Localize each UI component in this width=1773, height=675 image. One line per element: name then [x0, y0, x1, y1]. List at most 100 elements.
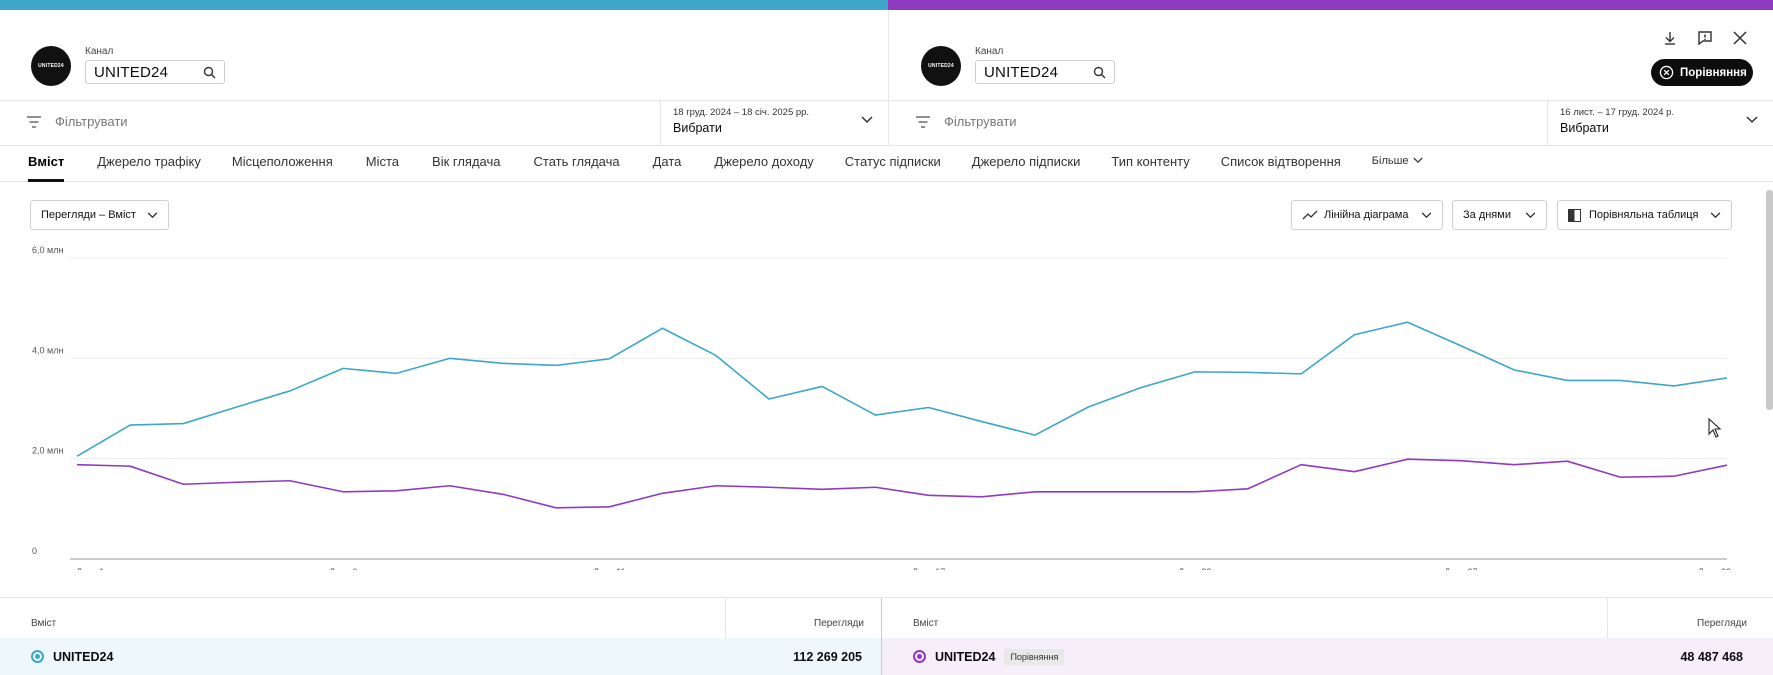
chevron-down-icon: [861, 116, 873, 124]
period-color-bar: [0, 0, 1773, 10]
x-tick-label: День 22: [1178, 567, 1211, 570]
tab-content[interactable]: Вміст: [28, 145, 65, 182]
chevron-down-icon: [1525, 211, 1536, 218]
left-col-header: Вміст: [31, 618, 57, 629]
right-value-header[interactable]: Перегляди: [1697, 618, 1747, 629]
channel-name: UNITED24: [94, 63, 169, 81]
x-tick-label: День 11: [593, 567, 626, 570]
chevron-down-icon: [147, 211, 158, 218]
search-icon[interactable]: [1093, 66, 1106, 79]
date-range-picker-left[interactable]: 18 груд. 2024 – 18 січ. 2025 рр. Вибрати: [660, 101, 888, 145]
chevron-down-icon: [1421, 211, 1432, 218]
granularity-label: За днями: [1463, 209, 1511, 221]
close-circle-icon: [1659, 65, 1674, 80]
y-tick-label: 6,0 млн: [32, 245, 63, 255]
compare-button[interactable]: Порівняння: [1651, 59, 1753, 86]
compare-button-label: Порівняння: [1680, 66, 1747, 79]
period-b-color: [888, 0, 1773, 10]
search-icon[interactable]: [203, 66, 216, 79]
channel-label: Канал: [975, 46, 1004, 57]
avatar-text: UNITED24: [38, 63, 64, 69]
date-range-text: 18 груд. 2024 – 18 січ. 2025 рр.: [673, 107, 810, 118]
left-pane: UNITED24 Канал UNITED24 Фільтрувати 18 г…: [0, 10, 889, 146]
tab-more[interactable]: Більше: [1372, 145, 1423, 182]
close-icon[interactable]: [1732, 30, 1748, 46]
filter-button[interactable]: Фільтрувати: [27, 114, 128, 129]
filter-placeholder: Фільтрувати: [944, 114, 1017, 129]
table-row-right[interactable]: UNITED24 Порівняння 48 487 468: [882, 638, 1773, 675]
x-tick-label: День 17: [912, 567, 945, 570]
channel-search-input[interactable]: UNITED24: [85, 60, 225, 84]
tab-subscription-source[interactable]: Джерело підписки: [971, 154, 1081, 169]
views-line-chart: 0 2,0 млн 4,0 млн 6,0 млн День 1 День 6 День 1…: [32, 245, 1731, 570]
chart-type-label: Лінійна діаграма: [1324, 209, 1409, 221]
channel-name: UNITED24: [984, 63, 1059, 81]
chevron-down-icon: [1412, 157, 1423, 164]
y-tick-label: 2,0 млн: [32, 446, 63, 456]
granularity-dropdown[interactable]: За днями: [1452, 200, 1547, 230]
tab-more-label: Більше: [1371, 155, 1409, 167]
left-value-header[interactable]: Перегляди: [814, 618, 864, 629]
tab-cities[interactable]: Міста: [365, 154, 400, 169]
right-col-header: Вміст: [913, 618, 939, 629]
x-tick-label: День 6: [329, 567, 357, 570]
dimension-tabs: Вміст Джерело трафіку Місцеположення Міс…: [0, 145, 1773, 182]
avatar: UNITED24: [921, 46, 961, 86]
x-tick-label: День 27: [1444, 567, 1477, 570]
filter-button[interactable]: Фільтрувати: [916, 114, 1017, 129]
series-radio-left[interactable]: [31, 650, 44, 663]
tab-playlist[interactable]: Список відтворення: [1220, 154, 1341, 169]
line-chart-icon: [1302, 210, 1318, 220]
row-name: UNITED24: [935, 649, 996, 664]
row-name: UNITED24: [53, 649, 114, 664]
tab-revenue-source[interactable]: Джерело доходу: [714, 154, 814, 169]
filter-row-left: Фільтрувати 18 груд. 2024 – 18 січ. 2025…: [0, 100, 888, 146]
tab-geography[interactable]: Місцеположення: [231, 154, 333, 169]
feedback-icon[interactable]: [1697, 30, 1713, 46]
compare-table-dropdown[interactable]: Порівняльна таблиця: [1557, 200, 1732, 230]
date-range-text: 16 лист. – 17 груд. 2024 р.: [1560, 107, 1675, 118]
scrollbar[interactable]: [1766, 190, 1773, 410]
y-tick-label: 4,0 млн: [32, 345, 63, 355]
tab-subscription-status[interactable]: Статус підписки: [844, 154, 941, 169]
tab-content-type[interactable]: Тип контенту: [1111, 154, 1190, 169]
channel-selector-left: UNITED24 Канал UNITED24: [31, 46, 225, 86]
table-row-left[interactable]: UNITED24 112 269 205: [0, 638, 881, 675]
avatar-text: UNITED24: [928, 63, 954, 69]
period-a-color: [0, 0, 888, 10]
date-select-label: Вибрати: [1560, 121, 1609, 135]
metric-dropdown-label: Перегляди – Вміст: [41, 209, 136, 221]
filter-row-right: Фільтрувати 16 лист. – 17 груд. 2024 р. …: [889, 100, 1773, 146]
channel-selector-right: UNITED24 Канал UNITED24: [921, 46, 1115, 86]
filter-placeholder: Фільтрувати: [55, 114, 128, 129]
chevron-down-icon: [1746, 116, 1758, 124]
tab-traffic-source[interactable]: Джерело трафіку: [97, 154, 201, 169]
avatar: UNITED24: [31, 46, 71, 86]
row-value: 112 269 205: [793, 649, 862, 664]
metric-dropdown[interactable]: Перегляди – Вміст: [30, 200, 169, 230]
channel-search-input[interactable]: UNITED24: [975, 60, 1115, 84]
download-icon[interactable]: [1662, 30, 1678, 46]
chart-type-dropdown[interactable]: Лінійна діаграма: [1291, 200, 1443, 230]
tab-date[interactable]: Дата: [652, 154, 682, 169]
x-tick-label: День 1: [76, 567, 104, 570]
date-select-label: Вибрати: [673, 121, 722, 135]
y-tick-label: 0: [32, 546, 37, 556]
channel-label: Канал: [85, 46, 114, 57]
mouse-cursor-icon: [1708, 418, 1722, 438]
tab-viewer-age[interactable]: Вік глядача: [432, 154, 501, 169]
series-line-period-a[interactable]: [76, 321, 1728, 457]
comparison-table: Вміст Перегляди Вміст Перегляди UNITED24…: [0, 597, 1773, 675]
tab-viewer-gender[interactable]: Стать глядача: [533, 154, 620, 169]
filter-icon: [916, 115, 930, 128]
row-value: 48 487 468: [1680, 649, 1743, 664]
compare-table-label: Порівняльна таблиця: [1589, 209, 1699, 221]
x-tick-label: День 32: [1698, 567, 1731, 570]
series-line-period-b[interactable]: [76, 458, 1728, 509]
series-radio-right[interactable]: [913, 650, 926, 663]
right-pane: UNITED24 Канал UNITED24 Порівняння Фільт…: [889, 10, 1773, 146]
filter-icon: [27, 115, 41, 128]
compare-badge: Порівняння: [1004, 648, 1065, 665]
compare-table-icon: [1568, 208, 1581, 222]
date-range-picker-right[interactable]: 16 лист. – 17 груд. 2024 р. Вибрати: [1547, 101, 1773, 145]
